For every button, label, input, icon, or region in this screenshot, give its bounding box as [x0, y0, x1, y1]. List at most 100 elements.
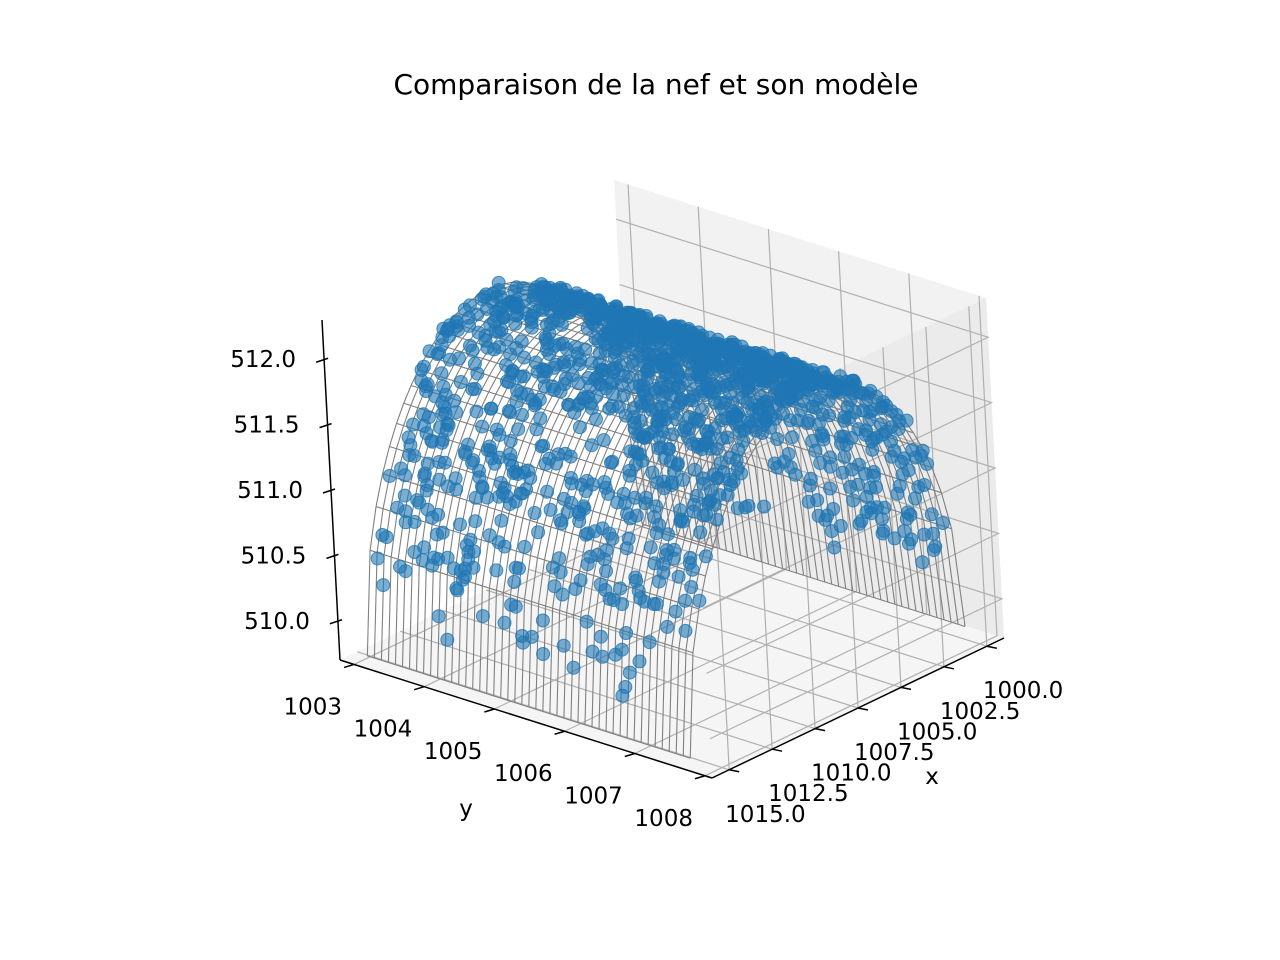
data-point: [398, 468, 412, 483]
data-point: [443, 352, 457, 367]
data-point: [599, 337, 614, 352]
y-tick-label: 1005: [424, 739, 483, 765]
data-point: [757, 499, 771, 514]
data-point: [572, 420, 587, 435]
data-point: [731, 406, 745, 421]
data-point: [924, 507, 939, 522]
data-point: [482, 439, 497, 454]
data-point: [593, 629, 608, 644]
data-point: [517, 350, 531, 365]
data-point: [619, 541, 634, 556]
data-point: [859, 505, 874, 519]
data-point: [440, 632, 455, 647]
data-point: [802, 478, 817, 493]
data-point: [537, 379, 552, 394]
x-tick-label: 1002.5: [940, 699, 1020, 725]
data-point: [917, 478, 932, 492]
data-point: [915, 555, 930, 570]
data-point: [643, 540, 658, 555]
data-point: [414, 373, 429, 388]
data-point: [594, 298, 609, 313]
data-point: [584, 438, 599, 453]
y-tick-label: 1008: [634, 806, 693, 832]
z-tick-label: 512.0: [230, 347, 296, 373]
data-point: [693, 525, 708, 540]
data-point: [563, 471, 578, 485]
z-tick-label: 510.5: [241, 543, 307, 569]
grid-line: [629, 480, 1004, 740]
data-point: [562, 354, 577, 369]
data-point: [468, 514, 483, 529]
data-point: [599, 564, 613, 578]
data-point: [547, 579, 562, 594]
data-point: [656, 556, 671, 571]
data-point: [491, 324, 506, 339]
data-point: [390, 500, 405, 515]
y-tick: [484, 708, 495, 713]
data-point: [874, 401, 889, 416]
axes-layer: 510.0 510.5 511.0 511.5 512.0 1003 1004 1005 100…: [230, 319, 1063, 832]
data-point: [568, 582, 583, 596]
data-point: [720, 488, 735, 503]
data-point: [397, 488, 412, 503]
data-point: [492, 427, 507, 442]
data-point: [407, 514, 422, 529]
data-point: [491, 275, 506, 290]
data-point: [534, 439, 549, 454]
data-point: [776, 406, 791, 421]
data-point: [431, 609, 446, 624]
data-point: [692, 593, 707, 608]
z-tick: [329, 619, 343, 625]
data-point: [515, 407, 530, 422]
data-point: [856, 403, 871, 418]
data-point: [696, 508, 711, 523]
data-point: [613, 581, 628, 596]
z-tick-label: 511.5: [234, 413, 300, 439]
data-point: [741, 385, 756, 400]
data-point: [863, 480, 878, 495]
data-point: [632, 346, 647, 361]
data-point: [895, 467, 910, 482]
data-point: [614, 642, 629, 657]
data-point: [527, 506, 542, 520]
y-tick: [414, 685, 425, 691]
data-point: [834, 429, 848, 444]
data-point: [453, 517, 467, 532]
data-point: [421, 410, 436, 425]
data-point: [928, 539, 943, 554]
data-point: [540, 484, 555, 499]
data-point: [529, 422, 544, 437]
data-point: [682, 421, 697, 436]
data-point: [398, 564, 413, 579]
data-point: [441, 322, 455, 336]
y-tick-label: 1006: [494, 761, 553, 787]
x-tick: [814, 727, 826, 732]
x-tick-label: 1015.0: [725, 802, 805, 828]
data-point: [466, 453, 481, 468]
data-point: [566, 660, 581, 675]
data-point: [370, 551, 385, 566]
data-point: [814, 426, 829, 441]
data-point: [436, 379, 451, 394]
data-point: [820, 508, 835, 523]
x-tick: [857, 707, 869, 711]
data-point: [602, 401, 617, 416]
data-point: [608, 314, 623, 329]
data-point: [623, 511, 638, 526]
data-point: [825, 377, 840, 392]
data-point: [523, 471, 538, 486]
data-point: [446, 561, 461, 576]
data-point: [475, 609, 490, 624]
data-point: [770, 432, 785, 447]
data-point: [670, 364, 685, 379]
data-point: [440, 479, 455, 494]
data-point: [908, 491, 922, 506]
data-point: [636, 430, 651, 445]
data-point: [875, 526, 890, 541]
data-point: [632, 654, 647, 669]
data-point: [899, 511, 914, 526]
data-point: [866, 465, 881, 479]
data-point: [668, 604, 683, 619]
data-point: [629, 573, 644, 588]
